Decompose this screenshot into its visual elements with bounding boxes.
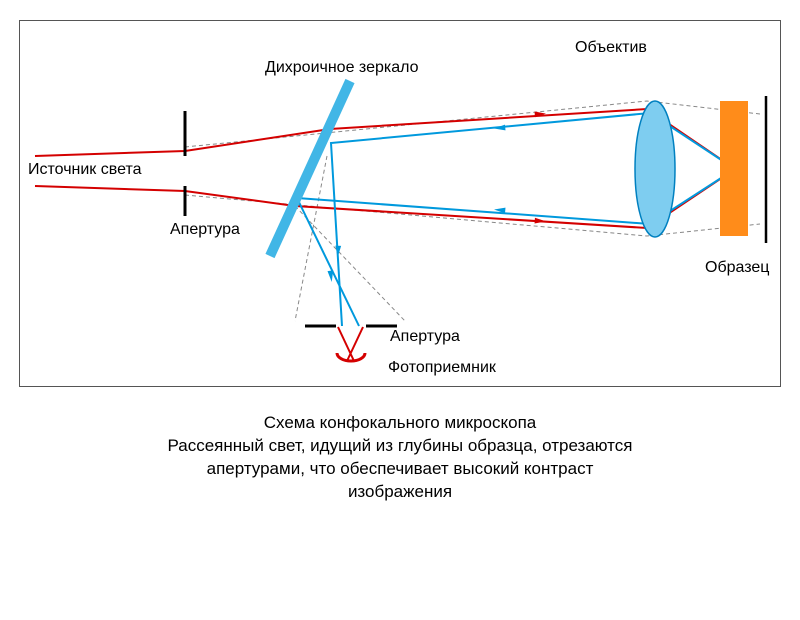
label-detector: Фотоприемник [388,359,496,377]
caption: Схема конфокального микроскопа Рассеянны… [0,412,800,504]
caption-line-2: Рассеянный свет, идущий из глубины образ… [80,435,720,458]
caption-line-3: апертурами, что обеспечивает высокий кон… [80,458,720,481]
label-objective: Объектив [575,39,647,57]
label-aperture-detector: Апертура [390,328,460,346]
dichroic-mirror [270,81,350,256]
label-dichroic: Дихроичное зеркало [265,59,419,77]
label-source: Источник света [28,161,141,179]
objective-lens [635,101,675,237]
caption-line-4: изображения [80,481,720,504]
diagram-frame: Объектив Дихроичное зеркало Источник све… [19,20,781,387]
label-sample: Образец [705,259,769,277]
sample-block [720,101,748,236]
label-aperture-source: Апертура [170,221,240,239]
caption-line-1: Схема конфокального микроскопа [80,412,720,435]
